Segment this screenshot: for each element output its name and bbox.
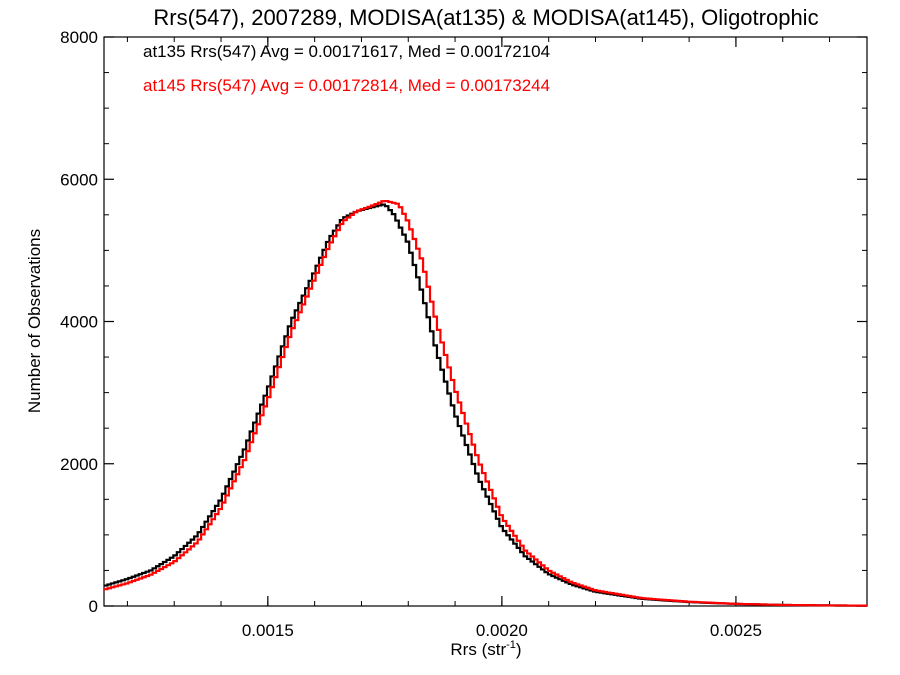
y-tick-label: 8000 <box>60 28 98 47</box>
series-line-at135 <box>104 203 867 607</box>
x-axis-label-superscript: -1 <box>506 639 516 651</box>
y-tick-label: 0 <box>89 597 98 616</box>
x-axis-label-close: ) <box>516 640 522 659</box>
x-tick-label: 0.0020 <box>476 621 528 640</box>
y-tick-label: 2000 <box>60 455 98 474</box>
plot-frame <box>103 36 868 607</box>
y-tick-label: 6000 <box>60 170 98 189</box>
x-tick-label: 0.0025 <box>710 621 762 640</box>
x-axis-label-main: Rrs (str <box>450 640 506 659</box>
series-layer <box>104 199 867 607</box>
x-tick-label: 0.0015 <box>242 621 294 640</box>
y-tick-label: 4000 <box>60 313 98 332</box>
x-axis-label: Rrs (str-1) <box>450 639 521 659</box>
axis-ticks: 0.0015 0.0020 0.0025 0 2000 4000 6000 8000 <box>60 28 867 640</box>
legend-entry-at135: at135 Rrs(547) Avg = 0.00171617, Med = 0… <box>143 42 550 61</box>
y-axis-label: Number of Observations <box>25 229 44 413</box>
chart-title: Rrs(547), 2007289, MODISA(at135) & MODIS… <box>153 5 818 30</box>
plot-border <box>103 36 868 607</box>
legend-entry-at145: at145 Rrs(547) Avg = 0.00172814, Med = 0… <box>143 76 550 95</box>
series-line-at145 <box>104 199 867 607</box>
